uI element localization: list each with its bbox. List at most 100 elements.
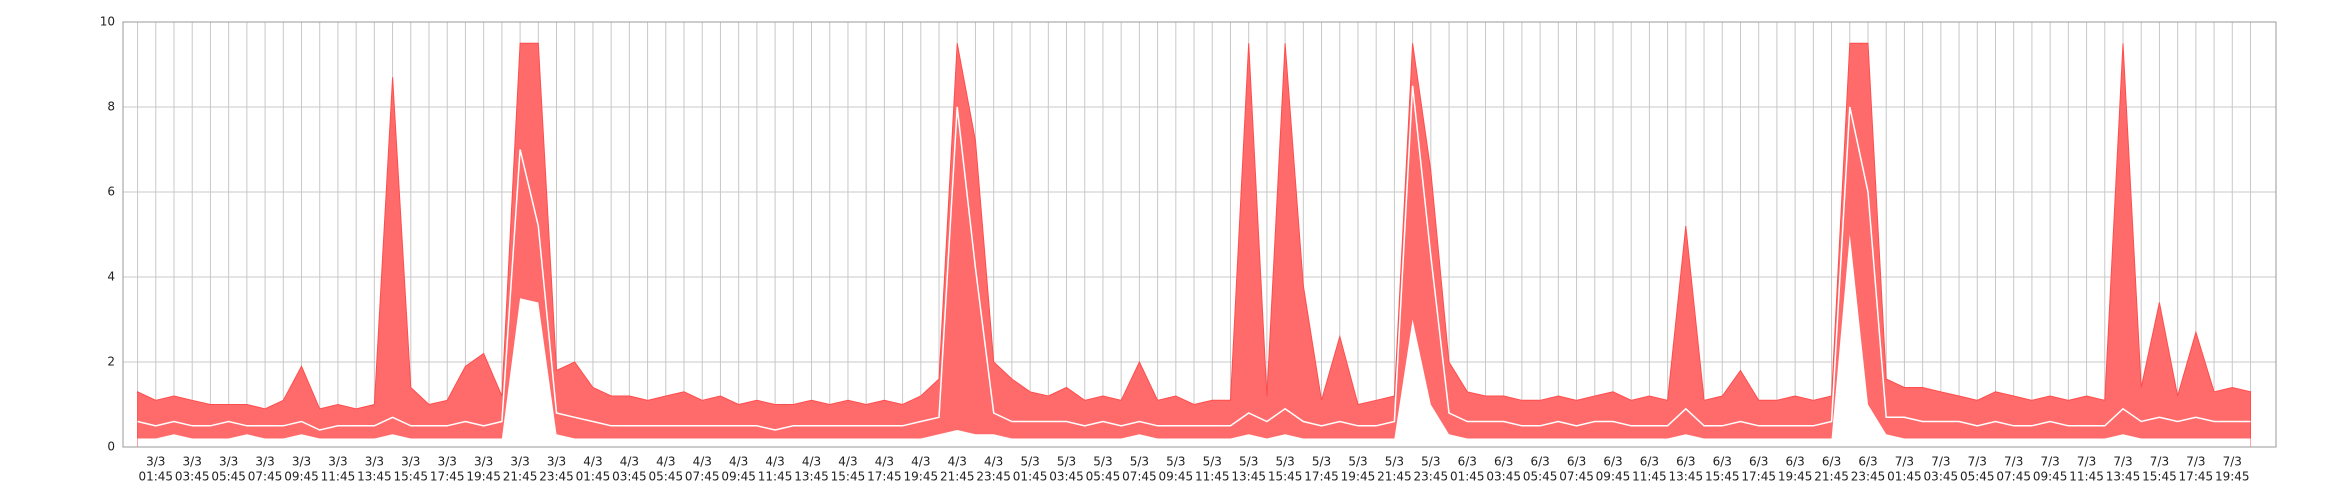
x-tick-time: 19:45 (2215, 470, 2250, 484)
x-tick-date: 5/3 (1130, 455, 1149, 469)
x-tick-date: 4/3 (620, 455, 639, 469)
x-tick-time: 05:45 (211, 470, 246, 484)
x-tick-date: 6/3 (1603, 455, 1622, 469)
x-tick-time: 07:45 (1996, 470, 2031, 484)
x-tick-date: 3/3 (292, 455, 311, 469)
plot-border (122, 21, 2277, 448)
x-tick-date: 3/3 (219, 455, 238, 469)
x-tick-time: 17:45 (430, 470, 465, 484)
x-tick-date: 4/3 (838, 455, 857, 469)
x-tick-date: 5/3 (1385, 455, 1404, 469)
x-tick-date: 4/3 (693, 455, 712, 469)
x-tick-time: 23:45 (1414, 470, 1449, 484)
x-tick-date: 6/3 (1713, 455, 1732, 469)
x-tick-time: 01:45 (1450, 470, 1485, 484)
x-tick-date: 4/3 (984, 455, 1003, 469)
x-tick-time: 09:45 (721, 470, 756, 484)
x-tick-date: 7/3 (1931, 455, 1950, 469)
x-tick-time: 15:45 (1268, 470, 1303, 484)
x-tick-time: 17:45 (1741, 470, 1776, 484)
x-tick-date: 7/3 (1895, 455, 1914, 469)
x-tick-time: 17:45 (2179, 470, 2214, 484)
x-tick-time: 03:45 (175, 470, 210, 484)
x-tick-time: 11:45 (1195, 470, 1230, 484)
x-tick-time: 19:45 (1778, 470, 1813, 484)
x-tick-time: 23:45 (976, 470, 1011, 484)
x-tick-date: 4/3 (948, 455, 967, 469)
y-tick-label: 4 (107, 270, 115, 284)
x-tick-date: 7/3 (2113, 455, 2132, 469)
x-tick-time: 11:45 (1632, 470, 1667, 484)
x-tick-time: 09:45 (1596, 470, 1631, 484)
x-tick-date: 5/3 (1203, 455, 1222, 469)
x-tick-date: 7/3 (2150, 455, 2169, 469)
x-tick-time: 03:45 (1049, 470, 1084, 484)
x-tick-time: 05:45 (1086, 470, 1121, 484)
x-tick-time: 05:45 (1960, 470, 1995, 484)
x-tick-time: 11:45 (2069, 470, 2104, 484)
x-tick-time: 01:45 (138, 470, 173, 484)
x-tick-time: 01:45 (1887, 470, 1922, 484)
x-tick-time: 07:45 (1122, 470, 1157, 484)
x-tick-time: 17:45 (867, 470, 902, 484)
x-tick-time: 15:45 (1705, 470, 1740, 484)
x-tick-date: 5/3 (1239, 455, 1258, 469)
x-tick-date: 3/3 (401, 455, 420, 469)
x-tick-date: 3/3 (474, 455, 493, 469)
x-tick-date: 3/3 (547, 455, 566, 469)
x-tick-date: 6/3 (1567, 455, 1586, 469)
x-tick-date: 7/3 (2223, 455, 2242, 469)
x-tick-date: 4/3 (729, 455, 748, 469)
x-tick-time: 23:45 (1851, 470, 1886, 484)
x-tick-date: 4/3 (911, 455, 930, 469)
x-tick-date: 5/3 (1020, 455, 1039, 469)
x-tick-date: 5/3 (1348, 455, 1367, 469)
x-tick-date: 3/3 (438, 455, 457, 469)
x-tick-time: 21:45 (1814, 470, 1849, 484)
x-tick-time: 03:45 (612, 470, 647, 484)
x-tick-time: 17:45 (1304, 470, 1339, 484)
x-tick-time: 07:45 (248, 470, 283, 484)
x-tick-date: 5/3 (1421, 455, 1440, 469)
x-tick-date: 6/3 (1640, 455, 1659, 469)
x-tick-date: 3/3 (328, 455, 347, 469)
x-tick-time: 13:45 (357, 470, 392, 484)
x-tick-time: 05:45 (1523, 470, 1558, 484)
y-tick-label: 0 (107, 440, 115, 454)
x-tick-date: 5/3 (1312, 455, 1331, 469)
x-tick-date: 7/3 (2040, 455, 2059, 469)
x-tick-time: 01:45 (576, 470, 611, 484)
x-tick-time: 11:45 (758, 470, 793, 484)
x-tick-time: 03:45 (1486, 470, 1521, 484)
x-tick-date: 6/3 (1676, 455, 1695, 469)
x-tick-time: 23:45 (539, 470, 574, 484)
x-tick-time: 13:45 (794, 470, 829, 484)
x-tick-time: 19:45 (466, 470, 501, 484)
x-tick-time: 19:45 (904, 470, 939, 484)
x-tick-date: 3/3 (510, 455, 529, 469)
series-line (137, 85, 2251, 431)
x-tick-date: 4/3 (802, 455, 821, 469)
x-tick-date: 5/3 (1057, 455, 1076, 469)
x-tick-date: 3/3 (365, 455, 384, 469)
x-tick-date: 6/3 (1785, 455, 1804, 469)
x-tick-date: 4/3 (583, 455, 602, 469)
x-tick-time: 13:45 (1669, 470, 1704, 484)
x-tick-date: 5/3 (1166, 455, 1185, 469)
x-tick-date: 6/3 (1858, 455, 1877, 469)
y-tick-label: 2 (107, 355, 115, 369)
x-tick-time: 09:45 (284, 470, 319, 484)
x-tick-date: 7/3 (2004, 455, 2023, 469)
x-tick-date: 6/3 (1494, 455, 1513, 469)
x-tick-time: 19:45 (1341, 470, 1376, 484)
x-tick-date: 5/3 (1093, 455, 1112, 469)
x-tick-date: 7/3 (1968, 455, 1987, 469)
x-tick-time: 11:45 (321, 470, 356, 484)
x-tick-date: 6/3 (1822, 455, 1841, 469)
x-tick-date: 7/3 (2077, 455, 2096, 469)
x-tick-time: 21:45 (940, 470, 975, 484)
y-tick-label: 6 (107, 185, 115, 199)
x-tick-date: 3/3 (183, 455, 202, 469)
x-tick-date: 6/3 (1458, 455, 1477, 469)
